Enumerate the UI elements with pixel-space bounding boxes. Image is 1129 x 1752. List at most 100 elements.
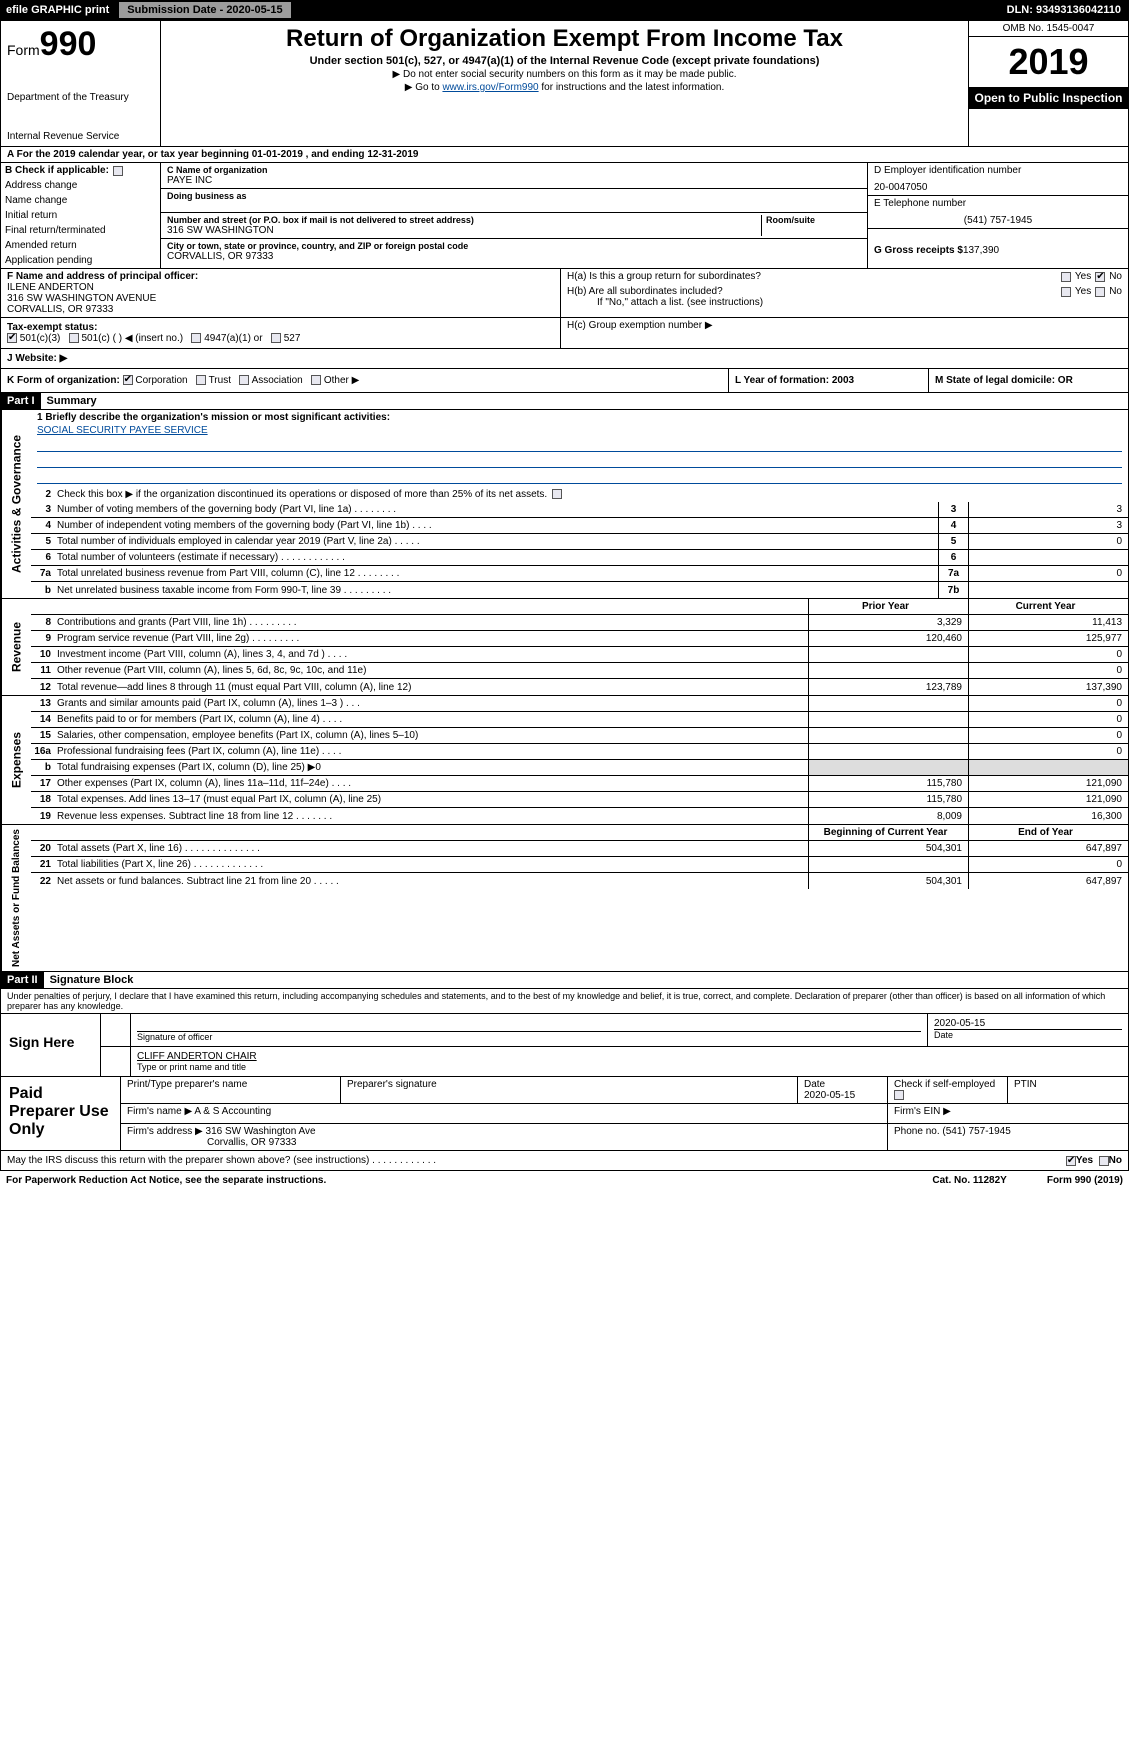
street: 316 SW WASHINGTON	[167, 225, 761, 236]
discuss-text: May the IRS discuss this return with the…	[7, 1155, 1066, 1166]
cb-501c3[interactable]	[7, 333, 17, 343]
phone-label: E Telephone number	[874, 198, 1122, 209]
cb-initial: Initial return	[1, 208, 160, 223]
city: CORVALLIS, OR 97333	[167, 251, 861, 262]
form-subtitle: Under section 501(c), 527, or 4947(a)(1)…	[165, 55, 964, 67]
paid-right: Print/Type preparer's name Preparer's si…	[121, 1077, 1128, 1150]
header-right: OMB No. 1545-0047 2019 Open to Public In…	[968, 21, 1128, 146]
prep-name-label: Print/Type preparer's name	[121, 1077, 341, 1103]
side-netassets: Net Assets or Fund Balances	[1, 825, 31, 971]
sign-block: Sign Here Signature of officer 2020-05-1…	[0, 1014, 1129, 1077]
line-b: b Total fundraising expenses (Part IX, c…	[31, 760, 1128, 776]
form-number: Form990	[7, 25, 154, 64]
dln-label: DLN: 93493136042110	[1007, 4, 1129, 16]
cb-assoc[interactable]	[239, 375, 249, 385]
sign-arrow2	[101, 1047, 131, 1076]
line-11: 11 Other revenue (Part VIII, column (A),…	[31, 663, 1128, 679]
footer-left: For Paperwork Reduction Act Notice, see …	[6, 1175, 326, 1186]
mission: SOCIAL SECURITY PAYEE SERVICE	[31, 425, 1128, 436]
part-ii-header: Part II Signature Block	[0, 972, 1129, 989]
hb-note: If "No," attach a list. (see instruction…	[567, 297, 1122, 308]
header-center: Return of Organization Exempt From Incom…	[161, 21, 968, 146]
line-8: 8 Contributions and grants (Part VIII, l…	[31, 615, 1128, 631]
gov-line-b: b Net unrelated business taxable income …	[31, 582, 1128, 598]
year-formation: L Year of formation: 2003	[728, 369, 928, 392]
efile-label: efile GRAPHIC print	[0, 2, 115, 18]
cb-final: Final return/terminated	[1, 223, 160, 238]
cb-other[interactable]	[311, 375, 321, 385]
cb-corp[interactable]	[123, 375, 133, 385]
cb-name: Name change	[1, 193, 160, 208]
section-expenses: Expenses 13 Grants and similar amounts p…	[0, 696, 1129, 825]
form-prefix: Form	[7, 42, 40, 58]
principal-officer: F Name and address of principal officer:…	[1, 269, 561, 317]
ha-no-cb[interactable]	[1095, 272, 1105, 282]
paid-row2: Firm's name ▶ A & S Accounting Firm's EI…	[121, 1104, 1128, 1124]
line-14: 14 Benefits paid to or for members (Part…	[31, 712, 1128, 728]
expenses-body: 13 Grants and similar amounts paid (Part…	[31, 696, 1128, 824]
officer-addr1: 316 SW WASHINGTON AVENUE	[7, 293, 156, 304]
cb-trust[interactable]	[196, 375, 206, 385]
cb-discontinued[interactable]	[552, 489, 562, 499]
ha-yesno: Yes No	[1061, 271, 1122, 282]
k-label: K Form of organization:	[7, 375, 120, 386]
officer-name: ILENE ANDERTON	[7, 282, 94, 293]
phone: (541) 757-1945	[874, 209, 1122, 226]
discuss-yes-cb[interactable]	[1066, 1156, 1076, 1166]
part-ii-title: Signature Block	[44, 974, 134, 986]
form990-link[interactable]: www.irs.gov/Form990	[442, 82, 538, 93]
goto-post: for instructions and the latest informat…	[539, 82, 725, 93]
underline-2	[37, 454, 1122, 468]
prep-ptin: PTIN	[1008, 1077, 1128, 1103]
tax-year: 2019	[969, 37, 1128, 87]
ha-yes-cb[interactable]	[1061, 272, 1071, 282]
form-of-org: K Form of organization: Corporation Trus…	[1, 369, 728, 392]
submission-date-tab: Submission Date - 2020-05-15	[119, 2, 290, 18]
checkbox-icon[interactable]	[113, 166, 123, 176]
footer-cat: Cat. No. 11282Y	[932, 1175, 1006, 1186]
gov-line-3: 3 Number of voting members of the govern…	[31, 502, 1128, 518]
cb-527[interactable]	[271, 333, 281, 343]
col-b: B Check if applicable: Address change Na…	[1, 163, 161, 268]
hdr-eoy: End of Year	[968, 825, 1128, 840]
line-15: 15 Salaries, other compensation, employe…	[31, 728, 1128, 744]
sign-row1: Signature of officer 2020-05-15 Date	[101, 1014, 1128, 1047]
h-block: H(a) Is this a group return for subordin…	[561, 269, 1128, 317]
prep-sig-label: Preparer's signature	[341, 1077, 798, 1103]
top-bar: efile GRAPHIC print Submission Date - 20…	[0, 0, 1129, 20]
na-hdr: Beginning of Current Year End of Year	[31, 825, 1128, 841]
line-20: 20 Total assets (Part X, line 16) . . . …	[31, 841, 1128, 857]
form-title: Return of Organization Exempt From Incom…	[165, 25, 964, 53]
gov-line-6: 6 Total number of volunteers (estimate i…	[31, 550, 1128, 566]
officer-addr2: CORVALLIS, OR 97333	[7, 304, 113, 315]
goto-pre: ▶ Go to	[405, 82, 443, 93]
paid-row1: Print/Type preparer's name Preparer's si…	[121, 1077, 1128, 1104]
row-j: J Website: ▶	[0, 349, 1129, 369]
row-klm: K Form of organization: Corporation Trus…	[0, 369, 1129, 393]
note-goto: ▶ Go to www.irs.gov/Form990 for instruct…	[165, 82, 964, 93]
line-10: 10 Investment income (Part VIII, column …	[31, 647, 1128, 663]
row-i: Tax-exempt status: 501(c)(3) 501(c) ( ) …	[0, 318, 1129, 349]
discuss-no-cb[interactable]	[1099, 1156, 1109, 1166]
sign-row2: CLIFF ANDERTON CHAIR Type or print name …	[101, 1047, 1128, 1076]
cb-selfemp[interactable]	[894, 1090, 904, 1100]
cb-501c[interactable]	[69, 333, 79, 343]
cb-4947[interactable]	[191, 333, 201, 343]
city-cell: City or town, state or province, country…	[161, 239, 867, 264]
sig-date: 2020-05-15 Date	[928, 1014, 1128, 1046]
perjury-text: Under penalties of perjury, I declare th…	[0, 989, 1129, 1014]
cb-pending: Application pending	[1, 253, 160, 268]
part-i-title: Summary	[41, 395, 97, 407]
line-22: 22 Net assets or fund balances. Subtract…	[31, 873, 1128, 889]
hb-no-cb[interactable]	[1095, 287, 1105, 297]
ein: 20-0047050	[874, 176, 1122, 193]
side-expenses: Expenses	[1, 696, 31, 824]
line-a: A For the 2019 calendar year, or tax yea…	[0, 147, 1129, 163]
line-19: 19 Revenue less expenses. Subtract line …	[31, 808, 1128, 824]
sign-here-label: Sign Here	[1, 1014, 101, 1076]
hb-yes-cb[interactable]	[1061, 287, 1071, 297]
gov-line-4: 4 Number of independent voting members o…	[31, 518, 1128, 534]
hdr-current-year: Current Year	[968, 599, 1128, 614]
ein-label: D Employer identification number	[874, 165, 1122, 176]
governance-body: 1 Briefly describe the organization's mi…	[31, 410, 1128, 598]
